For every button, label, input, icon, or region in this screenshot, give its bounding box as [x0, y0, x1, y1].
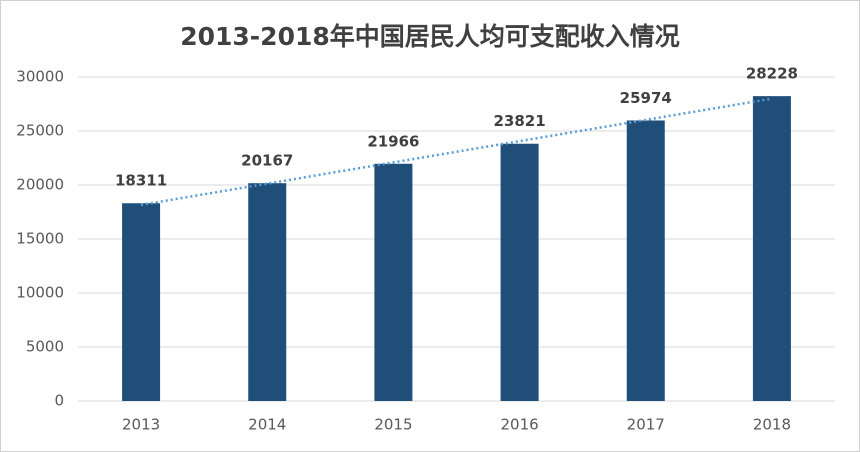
y-tick-label: 5000 [26, 338, 64, 356]
y-tick-label: 20000 [16, 176, 64, 194]
x-tick-label: 2013 [122, 416, 160, 434]
data-label: 25974 [620, 89, 672, 107]
x-tick-label: 2014 [248, 416, 286, 434]
data-label: 20167 [241, 152, 293, 170]
bar [122, 203, 161, 401]
bar [752, 96, 791, 401]
x-tick-label: 2016 [500, 416, 538, 434]
x-tick-label: 2017 [627, 416, 665, 434]
x-tick-label: 2018 [753, 416, 791, 434]
y-tick-label: 15000 [16, 230, 64, 248]
bar [374, 163, 413, 401]
y-tick-label: 10000 [16, 284, 64, 302]
y-tick-label: 0 [54, 392, 64, 410]
x-tick-label: 2015 [374, 416, 412, 434]
trendline [140, 97, 773, 207]
bar [248, 183, 287, 401]
data-label: 21966 [367, 132, 419, 150]
y-tick-label: 30000 [16, 68, 64, 86]
y-tick-label: 25000 [16, 122, 64, 140]
data-label: 18311 [115, 172, 167, 190]
bar [626, 120, 665, 401]
data-label: 23821 [493, 112, 545, 130]
chart-title: 2013-2018年中国居民人均可支配收入情况 [180, 22, 680, 51]
bar [500, 143, 539, 401]
data-label: 28228 [746, 65, 798, 83]
